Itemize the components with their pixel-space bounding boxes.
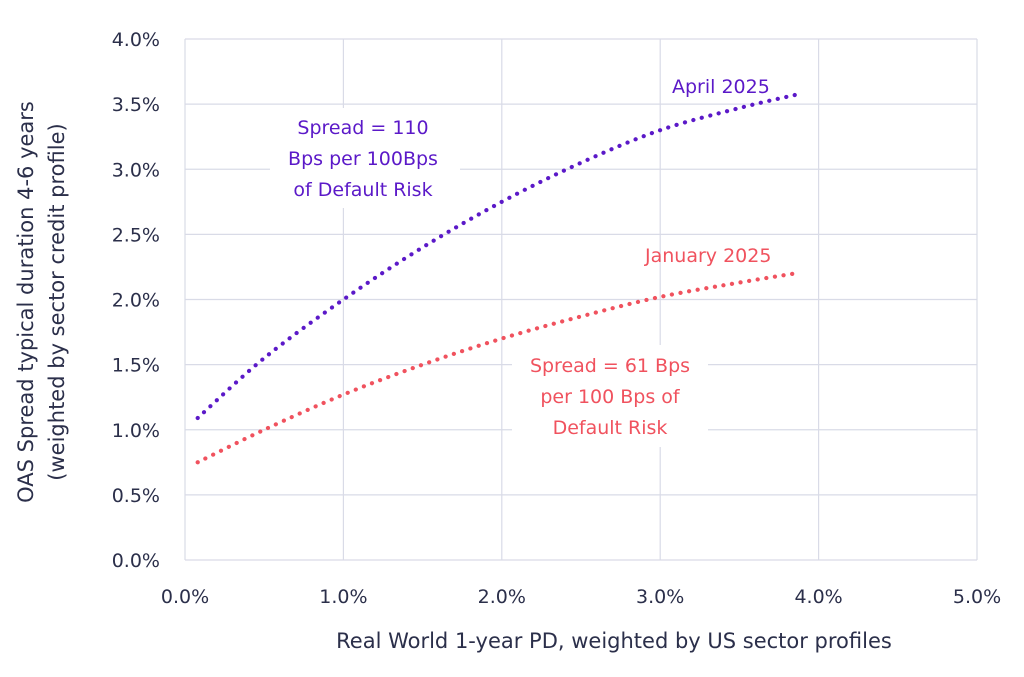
x-tick-label: 3.0% xyxy=(636,586,684,608)
x-tick-label: 4.0% xyxy=(794,586,842,608)
y-tick-label: 4.0% xyxy=(112,29,160,51)
series-line-april-2025 xyxy=(195,92,797,421)
y-tick-labels: 0.0% 0.5% 1.0% 1.5% 2.0% 2.5% 3.0% 3.5% 4.0% xyxy=(112,29,160,572)
annotation-april-line-2: Bps per 100Bps xyxy=(288,148,438,170)
x-tick-label: 2.0% xyxy=(478,586,526,608)
series-label-april-2025: April 2025 xyxy=(672,76,770,98)
y-axis-label-line-1: OAS Spread typical duration 4-6 years xyxy=(14,101,38,503)
y-tick-label: 0.0% xyxy=(112,550,160,572)
x-tick-label: 1.0% xyxy=(319,586,367,608)
series-label-january-2025: January 2025 xyxy=(644,245,771,267)
annotation-january-line-2: per 100 Bps of xyxy=(540,386,681,408)
y-tick-label: 0.5% xyxy=(112,485,160,507)
x-tick-labels: 0.0% 1.0% 2.0% 3.0% 4.0% 5.0% xyxy=(161,586,1001,608)
x-axis-label: Real World 1-year PD, weighted by US sec… xyxy=(336,629,892,653)
y-tick-label: 1.0% xyxy=(112,420,160,442)
x-tick-label: 5.0% xyxy=(953,586,1001,608)
y-tick-label: 2.5% xyxy=(112,224,160,246)
y-tick-label: 2.0% xyxy=(112,290,160,312)
series-lines xyxy=(195,92,797,465)
annotation-april-line-1: Spread = 110 xyxy=(297,117,428,139)
y-axis-label-line-2: (weighted by sector credit profile) xyxy=(45,123,69,480)
y-tick-label: 3.0% xyxy=(112,159,160,181)
annotation-january-line-1: Spread = 61 Bps xyxy=(530,355,690,377)
annotation-january-line-3: Default Risk xyxy=(553,417,668,439)
y-tick-label: 1.5% xyxy=(112,355,160,377)
annotation-april: Spread = 110 Bps per 100Bps of Default R… xyxy=(270,108,460,208)
annotation-april-line-3: of Default Risk xyxy=(293,179,432,201)
y-tick-label: 3.5% xyxy=(112,94,160,116)
annotation-january: Spread = 61 Bps per 100 Bps of Default R… xyxy=(512,345,708,447)
series-line-january-2025 xyxy=(195,271,797,465)
x-tick-label: 0.0% xyxy=(161,586,209,608)
